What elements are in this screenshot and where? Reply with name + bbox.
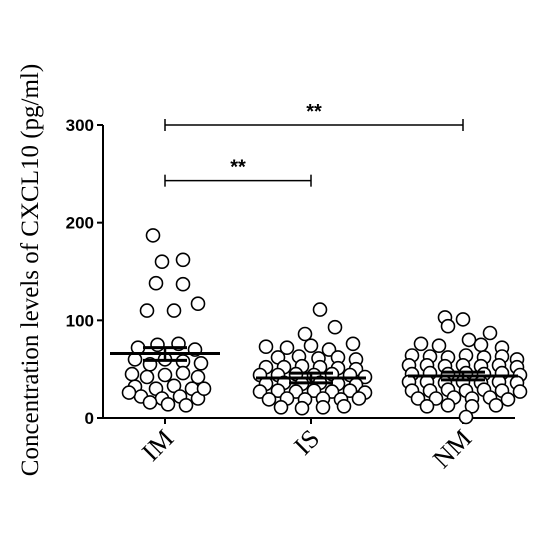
- data-points: [121, 228, 528, 425]
- x-tick-label-NM: NM: [427, 424, 477, 474]
- data-point-IM-0: [145, 228, 161, 243]
- data-point-IS-1: [297, 326, 313, 342]
- data-point-IM-1: [154, 254, 170, 270]
- data-point-NM-44: [410, 391, 426, 406]
- data-point-IM-20: [175, 365, 191, 381]
- data-point-IS-0: [312, 302, 328, 317]
- data-point-IM-34: [196, 381, 212, 397]
- data-point-NM-53: [488, 397, 504, 413]
- data-point-IM-6: [139, 303, 155, 318]
- x-tick-label-IM: IM: [136, 424, 179, 467]
- data-point-IM-18: [139, 369, 155, 385]
- y-tick-label-200: 200: [66, 214, 94, 233]
- data-point-IM-30: [121, 385, 137, 400]
- data-point-IM-19: [157, 367, 173, 383]
- sig-IM-NM-label: **: [306, 101, 322, 123]
- data-point-NM-6: [431, 338, 447, 354]
- sig-IM-IS-label: **: [230, 157, 246, 179]
- data-point-IM-16: [193, 355, 209, 371]
- data-point-IM-21: [190, 369, 206, 385]
- data-point-IM-2: [175, 252, 191, 268]
- data-point-IM-4: [175, 276, 191, 292]
- data-point-IM-33: [142, 395, 158, 410]
- data-point-NM-43: [512, 384, 528, 399]
- data-point-IM-17: [124, 366, 140, 382]
- significance-annotations: ** **: [164, 101, 464, 187]
- data-point-IS-33: [270, 383, 286, 399]
- x-tick-label-IS: IS: [288, 424, 325, 461]
- data-point-IS-45: [273, 399, 289, 415]
- axes: 0 100 200 300 IM IS NM: [66, 116, 515, 474]
- data-point-IM-32: [178, 397, 194, 413]
- data-point-NM-7: [473, 337, 489, 353]
- data-point-NM-5: [413, 336, 429, 352]
- data-point-NM-54: [458, 409, 474, 425]
- data-point-NM-49: [500, 392, 516, 407]
- data-point-IS-32: [252, 384, 268, 399]
- y-tick-label-0: 0: [85, 409, 94, 428]
- data-point-IS-2: [327, 319, 343, 335]
- data-point-IM-31: [160, 396, 176, 412]
- data-point-IM-9: [150, 337, 165, 353]
- data-point-IS-37: [342, 383, 358, 399]
- data-point-IS-3: [345, 336, 361, 352]
- y-axis-title: Concentration levels of CXCL10 (pg/ml): [17, 64, 44, 476]
- y-tick-label-300: 300: [66, 116, 94, 135]
- data-point-NM-3: [482, 325, 498, 341]
- data-point-IS-7: [321, 342, 337, 357]
- data-point-IS-48: [336, 398, 352, 414]
- data-point-IM-3: [148, 275, 164, 291]
- data-point-NM-50: [419, 398, 435, 414]
- data-point-IS-47: [315, 399, 331, 415]
- data-point-IM-24: [166, 378, 182, 394]
- data-point-NM-2: [440, 318, 456, 334]
- data-point-IS-5: [279, 340, 295, 356]
- y-tick-label-100: 100: [66, 311, 94, 330]
- data-point-NM-4: [461, 332, 477, 348]
- data-point-NM-45: [428, 391, 444, 406]
- data-point-IS-46: [294, 400, 310, 416]
- data-point-IM-7: [166, 303, 182, 318]
- data-point-IS-44: [351, 391, 367, 406]
- mean-sem-bars: [110, 346, 518, 385]
- data-point-IS-39: [261, 392, 277, 407]
- data-point-NM-52: [464, 398, 480, 414]
- data-point-NM-1: [455, 312, 471, 327]
- data-point-IM-5: [190, 296, 206, 312]
- data-point-NM-51: [440, 397, 456, 413]
- data-point-IS-4: [258, 339, 274, 355]
- data-point-IS-6: [303, 338, 319, 354]
